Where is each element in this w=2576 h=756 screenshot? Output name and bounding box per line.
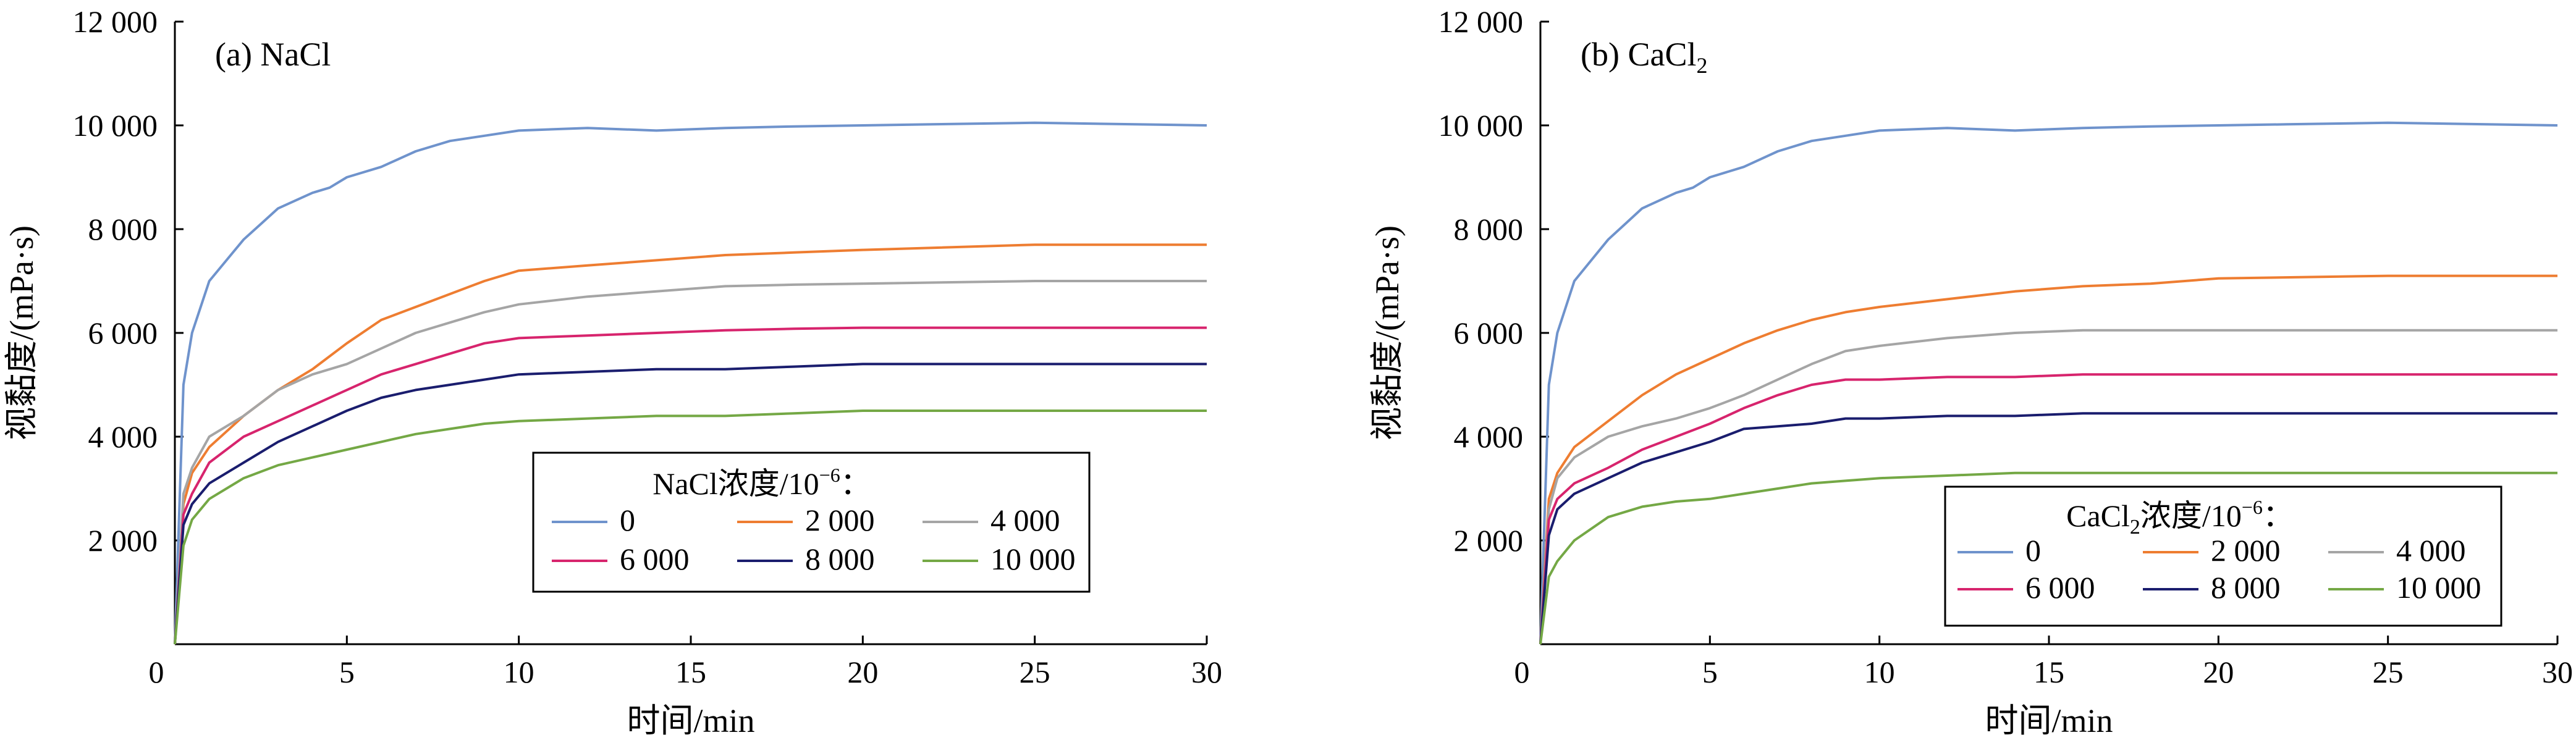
y-tick-label: 6 000 — [88, 316, 158, 350]
y-axis-label: 视黏度/(mPa·s) — [1369, 225, 1406, 440]
y-tick-label: 2 000 — [88, 523, 158, 558]
legend-box — [532, 452, 1091, 593]
legend-title: NaCl浓度/10−6： — [652, 464, 871, 501]
y-tick-label: 8 000 — [1454, 212, 1524, 246]
x-tick-label: 30 — [2542, 655, 2573, 689]
series-line — [1539, 329, 2557, 645]
legend-entry-label: 10 000 — [990, 542, 1076, 576]
y-tick-label: 6 000 — [1454, 316, 1524, 350]
legend-entry-label: 0 — [620, 503, 635, 537]
legend-entry-label: 2 000 — [805, 503, 875, 537]
y-tick-label: 12 000 — [1438, 4, 1524, 39]
y-tick-label: 12 000 — [73, 4, 158, 39]
panel-title: (b) CaCl2 — [1581, 36, 1707, 78]
legend-entry-label: 6 000 — [2025, 570, 2095, 605]
legend-title: CaCl2浓度/10−6： — [2066, 496, 2294, 539]
y-tick-label: 10 000 — [1438, 108, 1524, 143]
series-line — [1539, 121, 2558, 645]
y-tick-label: 10 000 — [73, 108, 158, 143]
series-line — [1539, 412, 2557, 645]
chart-panel-b: 2 000 4 000 6 000 8 000 10 000 12 000 0 5 10 15 20… — [1369, 4, 2573, 739]
legend-entry-label: 10 000 — [2396, 570, 2481, 605]
x-tick-label: 15 — [675, 655, 706, 689]
x-tick-label: 5 — [339, 655, 355, 689]
legend-entry-label: 4 000 — [2396, 533, 2466, 568]
x-tick-label: 25 — [1020, 655, 1050, 689]
series-line — [174, 363, 1207, 645]
x-tick-label: 25 — [2373, 655, 2404, 689]
legend: NaCl浓度/10−6： 0 2 000 4 000 6 000 8 000 10 000 — [532, 452, 1091, 593]
chart-panel-a: 2 000 4 000 6 000 8 000 10 000 12 000 0 5 10 15 20… — [3, 4, 1222, 739]
series-line — [1539, 471, 2557, 645]
legend-box — [1944, 485, 2502, 627]
y-tick-label: 4 000 — [88, 419, 158, 454]
legend-entry-label: 0 — [2025, 533, 2041, 568]
y-tick-label: 8 000 — [88, 212, 158, 246]
legend-entry-label: 2 000 — [2211, 533, 2281, 568]
legend-entry-label: 6 000 — [620, 542, 690, 576]
y-tick-label: 2 000 — [1454, 523, 1524, 558]
x-tick-label: 20 — [2203, 655, 2234, 689]
x-tick-label: 10 — [1864, 655, 1895, 689]
x-axis-label: 时间/min — [1985, 702, 2113, 739]
series-line — [1539, 274, 2557, 645]
x-axis-label: 时间/min — [627, 702, 754, 739]
x-tick-label: 10 — [504, 655, 534, 689]
y-axis-label: 视黏度/(mPa·s) — [3, 225, 40, 440]
panel-title: (a) NaCl — [215, 36, 331, 73]
series-line — [174, 280, 1207, 645]
series-line — [1539, 373, 2557, 645]
x-tick-label: 20 — [847, 655, 878, 689]
series-line — [174, 410, 1207, 645]
legend-entry-label: 8 000 — [805, 542, 875, 576]
origin-label: 0 — [1514, 655, 1530, 689]
x-tick-label: 5 — [1702, 655, 1718, 689]
x-tick-label: 30 — [1191, 655, 1222, 689]
series-line — [174, 121, 1207, 645]
y-tick-label: 4 000 — [1454, 419, 1524, 454]
series-line — [174, 326, 1207, 645]
legend-entry-label: 4 000 — [990, 503, 1060, 537]
origin-label: 0 — [149, 655, 164, 689]
series-line — [174, 243, 1207, 645]
legend-entry-label: 8 000 — [2211, 570, 2281, 605]
legend: CaCl2浓度/10−6： 0 2 000 4 000 6 000 8 000 10 000 — [1944, 485, 2502, 627]
x-tick-label: 15 — [2033, 655, 2064, 689]
